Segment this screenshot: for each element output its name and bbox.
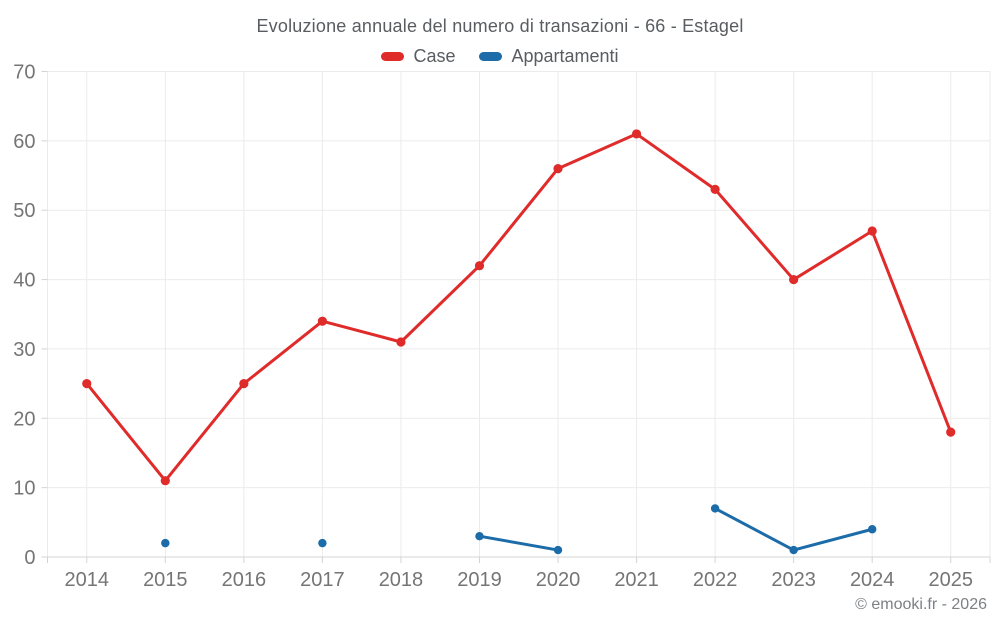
- legend-item-appartamenti[interactable]: Appartamenti: [479, 46, 619, 67]
- y-tick-label: 50: [13, 200, 35, 222]
- data-point-appartamenti-2015[interactable]: [161, 538, 170, 548]
- x-tick-label-2020: 2020: [536, 569, 581, 591]
- data-point-appartamenti-2020[interactable]: [553, 545, 563, 555]
- legend-label-case: Case: [413, 46, 456, 66]
- y-tick-label: 0: [24, 547, 35, 569]
- data-point-appartamenti-2019[interactable]: [475, 531, 484, 541]
- x-tick-label-2023: 2023: [771, 569, 816, 591]
- x-tick-label-2025: 2025: [928, 569, 973, 591]
- y-tick-label: 20: [13, 408, 35, 430]
- legend-label-appartamenti: Appartamenti: [511, 46, 619, 66]
- x-tick-label-2018: 2018: [379, 569, 424, 591]
- data-point-case-2016[interactable]: [239, 379, 249, 389]
- data-point-case-2014[interactable]: [82, 379, 92, 389]
- series-line-case: [85, 132, 953, 483]
- data-point-case-2020[interactable]: [553, 164, 563, 174]
- data-point-case-2019[interactable]: [474, 261, 485, 271]
- data-point-appartamenti-2022[interactable]: [710, 504, 720, 513]
- data-point-case-2023[interactable]: [789, 274, 799, 285]
- data-point-case-2017[interactable]: [317, 316, 327, 326]
- y-tick-label: 40: [13, 270, 35, 292]
- y-tick-label: 70: [13, 62, 35, 84]
- chart-legend: Case Appartamenti: [0, 46, 1000, 67]
- data-point-appartamenti-2024[interactable]: [867, 525, 877, 534]
- data-point-appartamenti-2017[interactable]: [318, 538, 327, 548]
- x-tick-label-2024: 2024: [850, 569, 895, 591]
- y-tick-label: 10: [13, 478, 35, 500]
- data-point-case-2018[interactable]: [396, 337, 406, 347]
- data-point-case-2015[interactable]: [160, 476, 170, 486]
- data-point-case-2021[interactable]: [631, 129, 642, 139]
- legend-swatch-appartamenti-icon: [479, 52, 503, 61]
- chart-title: Evoluzione annuale del numero di transaz…: [256, 16, 744, 36]
- x-tick-label-2014: 2014: [65, 569, 110, 591]
- x-tick-label-2017: 2017: [300, 569, 345, 591]
- legend-item-case[interactable]: Case: [381, 46, 455, 67]
- data-point-case-2022[interactable]: [710, 184, 720, 195]
- x-tick-label-2021: 2021: [614, 569, 659, 591]
- x-tick-label-2019: 2019: [457, 569, 502, 591]
- data-point-case-2025[interactable]: [946, 427, 956, 437]
- x-tick-label-2016: 2016: [222, 569, 267, 591]
- attribution: © emooki.fr - 2026: [855, 596, 987, 613]
- series-line-appartamenti: [477, 534, 560, 552]
- data-point-case-2024[interactable]: [867, 226, 877, 236]
- x-tick-label-2015: 2015: [143, 569, 188, 591]
- data-point-appartamenti-2023[interactable]: [789, 545, 798, 555]
- y-tick-label: 30: [13, 339, 35, 361]
- legend-swatch-case-icon: [381, 52, 405, 61]
- x-tick-label-2022: 2022: [693, 569, 738, 591]
- y-tick-label: 60: [13, 131, 35, 153]
